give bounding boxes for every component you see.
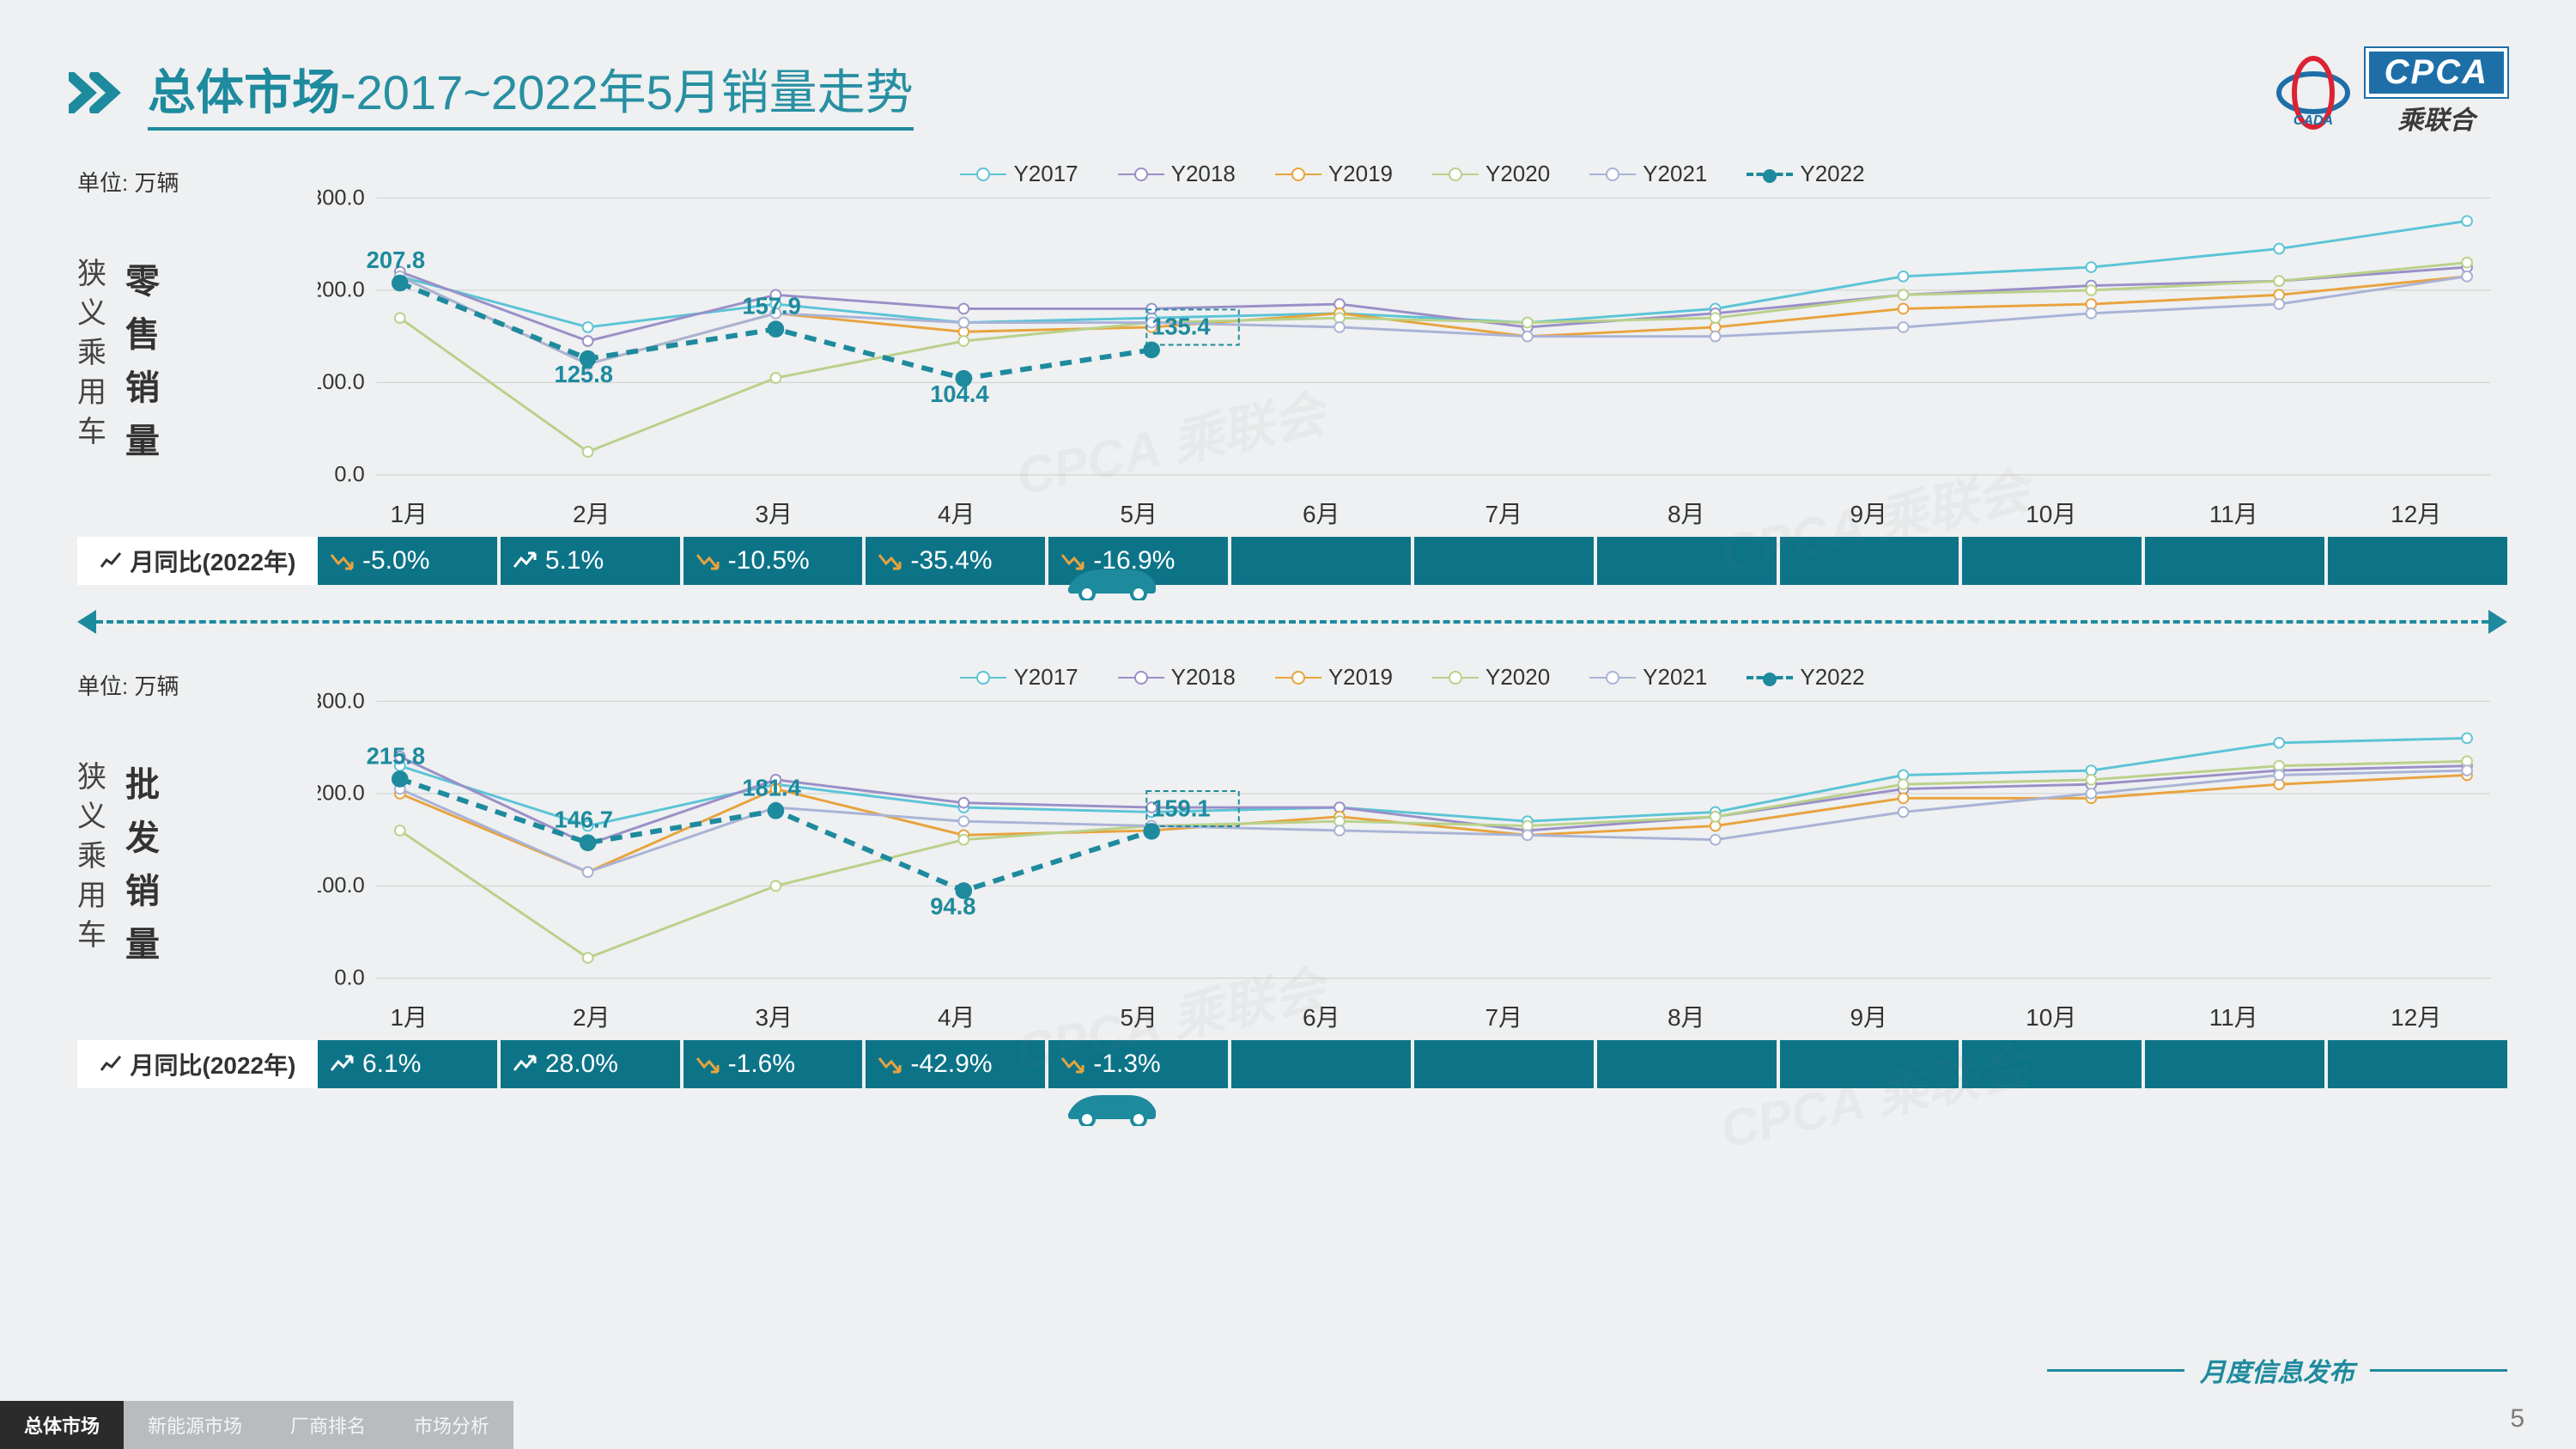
footer-tab[interactable]: 新能源市场 [124,1401,266,1449]
svg-text:200.0: 200.0 [318,278,365,302]
yoy-cell-empty [2328,537,2507,585]
cada-logo-icon: CADA [2275,54,2352,131]
footer-caption: 月度信息发布 [2047,1351,2507,1389]
chart-legend: Y2017 Y2018 Y2019 Y2020 Y2021 Y2022 [318,161,2507,187]
car-icon [1060,559,1163,600]
svg-text:146.7: 146.7 [555,807,613,833]
page-number: 5 [2510,1404,2524,1434]
title-rest: -2017~2022年5月销量走势 [340,65,914,119]
yoy-cell-empty [1414,1040,1594,1088]
chart-block: 单位: 万辆 狭义乘用车 批发销量 Y2017 Y2018 [77,664,2507,1123]
x-axis-labels: 1月2月3月4月5月6月7月8月9月10月11月12月 [318,990,2507,1040]
side-big-label: 批发销量 [125,758,160,971]
footer-tab[interactable]: 厂商排名 [266,1401,390,1449]
legend-item: Y2018 [1118,664,1236,691]
legend-item: Y2022 [1747,161,1864,187]
svg-text:125.8: 125.8 [555,361,613,387]
yoy-cell-empty [2145,1040,2324,1088]
x-axis-labels: 1月2月3月4月5月6月7月8月9月10月11月12月 [318,487,2507,537]
yoy-row: 月同比(2022年) 6.1%28.0%-1.6%-42.9%-1.3% [77,1040,2507,1088]
svg-text:159.1: 159.1 [1151,795,1210,821]
side-small-label: 狭义乘用车 [77,255,106,468]
logo-block: CADA CPCA 乘联合 [2275,48,2507,137]
yoy-cell-empty [1780,537,1959,585]
svg-text:200.0: 200.0 [318,782,365,806]
svg-text:94.8: 94.8 [930,892,975,919]
header: 总体市场-2017~2022年5月销量走势 CADA CPCA 乘联合 [69,48,2507,137]
yoy-cell-empty [1962,537,2142,585]
yoy-cell-empty [1414,537,1594,585]
svg-text:0.0: 0.0 [334,966,364,990]
yoy-cell: -42.9% [866,1040,1045,1088]
legend-item: Y2017 [960,664,1078,691]
yoy-cell-empty [1231,1040,1411,1088]
yoy-label: 月同比(2022年) [77,537,318,585]
yoy-cell: 5.1% [501,537,680,585]
yoy-cell-empty [1597,1040,1777,1088]
line-chart: 0.0 100.0 200.0 300.0 215.8 146.7 181.4 94.8 15… [318,664,2507,990]
line-chart: 0.0 100.0 200.0 300.0 207.8 125.8 157.9 104.4 1… [318,161,2507,487]
yoy-cell-empty [1780,1040,1959,1088]
footer-tab[interactable]: 总体市场 [0,1401,124,1449]
legend-item: Y2018 [1118,161,1236,187]
chart-legend: Y2017 Y2018 Y2019 Y2020 Y2021 Y2022 [318,664,2507,691]
legend-item: Y2022 [1747,664,1864,691]
svg-text:CADA: CADA [2293,113,2333,128]
footer-text: 月度信息发布 [2200,1351,2354,1389]
side-labels: 狭义乘用车 批发销量 [77,664,189,1040]
yoy-cell: 6.1% [318,1040,497,1088]
svg-text:100.0: 100.0 [318,370,365,394]
yoy-cell: -5.0% [318,537,497,585]
side-small-label: 狭义乘用车 [77,758,106,971]
legend-item: Y2017 [960,161,1078,187]
svg-text:215.8: 215.8 [367,742,425,769]
svg-text:207.8: 207.8 [367,247,425,273]
yoy-cell-empty [2145,537,2324,585]
car-icon [1060,1085,1163,1126]
yoy-cell-empty [1962,1040,2142,1088]
chart-block: 单位: 万辆 狭义乘用车 零售销量 Y2017 Y2018 [77,161,2507,652]
yoy-cell-empty [2328,1040,2507,1088]
legend-item: Y2020 [1432,664,1550,691]
yoy-cell: 28.0% [501,1040,680,1088]
side-labels: 狭义乘用车 零售销量 [77,161,189,537]
cpca-sub: 乘联合 [2397,99,2475,137]
yoy-cell-empty [1597,537,1777,585]
svg-text:0.0: 0.0 [334,463,364,487]
footer-tab[interactable]: 市场分析 [390,1401,513,1449]
svg-text:300.0: 300.0 [318,689,365,713]
yoy-row: 月同比(2022年) -5.0%5.1%-10.5%-35.4%-16.9% [77,537,2507,585]
cpca-logo: CPCA [2366,48,2507,97]
legend-item: Y2019 [1275,664,1393,691]
yoy-label: 月同比(2022年) [77,1040,318,1088]
yoy-cell: -1.6% [683,1040,863,1088]
unit-label: 单位: 万辆 [77,166,179,198]
legend-item: Y2021 [1589,161,1707,187]
svg-text:157.9: 157.9 [742,293,800,320]
yoy-cell: -35.4% [866,537,1045,585]
svg-text:104.4: 104.4 [930,381,989,407]
svg-text:181.4: 181.4 [742,774,801,801]
yoy-cell: -10.5% [683,537,863,585]
legend-item: Y2021 [1589,664,1707,691]
side-big-label: 零售销量 [125,255,160,468]
page-title: 总体市场-2017~2022年5月销量走势 [148,54,914,131]
chevron-icon [69,72,132,113]
title-bold: 总体市场 [148,65,340,119]
svg-text:135.4: 135.4 [1151,314,1211,340]
yoy-cell: -1.3% [1048,1040,1228,1088]
divider [77,592,2507,652]
svg-text:100.0: 100.0 [318,874,365,898]
footer-tabs: 总体市场新能源市场厂商排名市场分析 [0,1401,513,1449]
svg-text:300.0: 300.0 [318,186,365,210]
legend-item: Y2020 [1432,161,1550,187]
unit-label: 单位: 万辆 [77,669,179,701]
yoy-cell-empty [1231,537,1411,585]
legend-item: Y2019 [1275,161,1393,187]
